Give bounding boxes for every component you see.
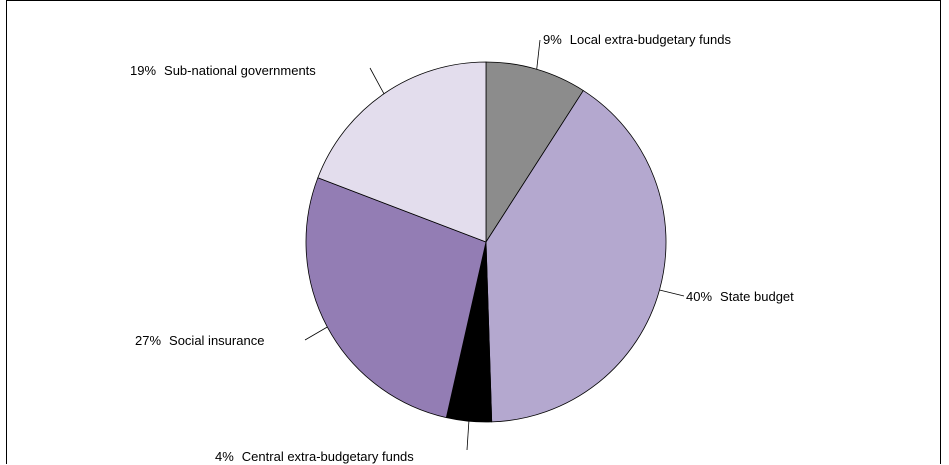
leader-line-local-extra-budgetary-funds	[536, 39, 541, 70]
slice-label-local-extra-budgetary-funds: 9% Local extra-budgetary funds	[543, 32, 731, 47]
pie-slices	[305, 61, 667, 423]
slice-name-central-extra-budgetary-funds: Central extra-budgetary funds	[242, 449, 414, 464]
slice-label-central-extra-budgetary-funds: 4% Central extra-budgetary funds	[215, 449, 414, 464]
slice-label-sub-national-governments: 19% Sub-national governments	[130, 63, 316, 78]
slice-name-sub-national-governments: Sub-national governments	[164, 63, 316, 78]
chart-frame	[6, 0, 941, 464]
leader-line-social-insurance	[304, 326, 328, 341]
slice-pct-local-extra-budgetary-funds: 9%	[543, 32, 562, 47]
leader-line-central-extra-budgetary-funds	[466, 421, 470, 451]
slice-name-state-budget: State budget	[720, 289, 794, 304]
slice-pct-sub-national-governments: 19%	[130, 63, 156, 78]
slice-label-state-budget: 40% State budget	[686, 289, 794, 304]
slice-name-social-insurance: Social insurance	[169, 333, 264, 348]
leader-line-sub-national-governments	[369, 67, 385, 94]
leader-line-state-budget	[659, 289, 685, 297]
leader-lines	[304, 39, 685, 451]
slice-label-social-insurance: 27% Social insurance	[135, 333, 264, 348]
slice-pct-social-insurance: 27%	[135, 333, 161, 348]
slice-pct-central-extra-budgetary-funds: 4%	[215, 449, 234, 464]
pie-slice-state-budget	[485, 90, 667, 423]
slice-pct-state-budget: 40%	[686, 289, 712, 304]
slice-name-local-extra-budgetary-funds: Local extra-budgetary funds	[570, 32, 732, 47]
